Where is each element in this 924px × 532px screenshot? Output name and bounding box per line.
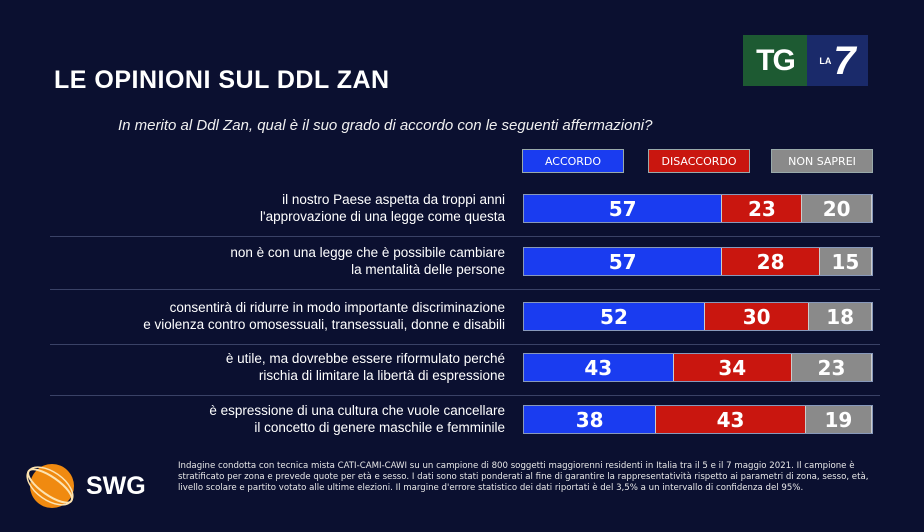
row-divider <box>50 289 880 290</box>
bar-segment-disaccordo: 43 <box>656 406 806 433</box>
category-label: il nostro Paese aspetta da troppi anni l'… <box>35 191 505 225</box>
category-label-line: non è con una legge che è possibile camb… <box>230 245 505 260</box>
row-divider <box>50 395 880 396</box>
category-label-line: la mentalità delle persone <box>351 262 505 277</box>
bar-segment-disaccordo: 23 <box>722 195 803 222</box>
bar-segment-accordo: 57 <box>524 195 723 222</box>
bar-segment-disaccordo: 34 <box>673 354 792 381</box>
swg-logo-text: SWG <box>86 471 146 500</box>
category-label-line: il concetto di genere maschile e femmini… <box>254 420 505 435</box>
swg-logo: SWG <box>20 458 146 514</box>
bar-segment-accordo: 57 <box>524 248 723 275</box>
category-label-line: rischia di limitare la libertà di espres… <box>258 368 505 383</box>
bar-segment-non-saprei: 23 <box>791 354 872 381</box>
category-label: non è con una legge che è possibile camb… <box>35 244 505 278</box>
bar-segment-non-saprei: 18 <box>809 303 872 330</box>
tg-logo-text: TG <box>743 35 807 86</box>
bar-segment-accordo: 52 <box>524 303 705 330</box>
bar-segment-non-saprei: 20 <box>802 195 872 222</box>
category-label-line: è utile, ma dovrebbe essere riformulato … <box>225 351 505 366</box>
stacked-bar: 38 43 19 <box>523 405 873 434</box>
bar-segment-disaccordo: 28 <box>722 248 820 275</box>
legend-accordo: ACCORDO <box>522 149 624 173</box>
legend-non-saprei: NON SAPREI <box>771 149 873 173</box>
legend-disaccordo: DISACCORDO <box>648 149 750 173</box>
row-divider <box>50 344 880 345</box>
category-label-line: l'approvazione di una legge come questa <box>260 209 505 224</box>
bar-segment-accordo: 38 <box>524 406 657 433</box>
bar-segment-non-saprei: 15 <box>819 248 872 275</box>
row-divider <box>50 236 880 237</box>
page-title: LE OPINIONI SUL DDL ZAN <box>54 66 390 94</box>
stacked-bar: 43 34 23 <box>523 353 873 382</box>
category-label-line: è espressione di una cultura che vuole c… <box>209 403 505 418</box>
methodology-footnote: Indagine condotta con tecnica mista CATI… <box>178 461 869 493</box>
swg-globe-icon <box>26 464 74 508</box>
seven-logo-text: 7 <box>833 38 856 83</box>
category-label-line: e violenza contro omosessuali, transessu… <box>143 317 505 332</box>
category-label: consentirà di ridurre in modo importante… <box>35 299 505 333</box>
stacked-bar: 52 30 18 <box>523 302 873 331</box>
stacked-bar: 57 23 20 <box>523 194 873 223</box>
question-subtitle: In merito al Ddl Zan, qual è il suo grad… <box>118 117 653 134</box>
bar-segment-accordo: 43 <box>524 354 674 381</box>
la-logo-text: LA <box>819 55 832 66</box>
category-label-line: consentirà di ridurre in modo importante… <box>169 300 505 315</box>
bar-segment-disaccordo: 30 <box>704 303 810 330</box>
tg-la7-logo: TG LA 7 <box>743 35 868 86</box>
stacked-bar: 57 28 15 <box>523 247 873 276</box>
category-label: è espressione di una cultura che vuole c… <box>35 402 505 436</box>
category-label-line: il nostro Paese aspetta da troppi anni <box>282 192 505 207</box>
category-label: è utile, ma dovrebbe essere riformulato … <box>35 350 505 384</box>
bar-segment-non-saprei: 19 <box>805 406 872 433</box>
